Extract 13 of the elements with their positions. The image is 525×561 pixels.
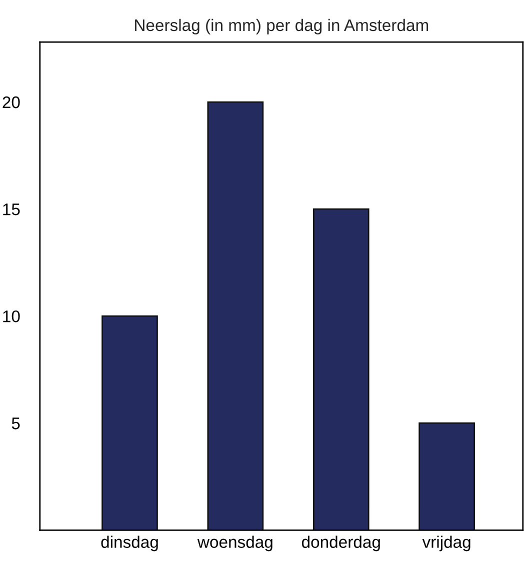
y-tick-label: 20 xyxy=(2,96,20,108)
bar xyxy=(102,315,158,530)
x-tick-label: vrijdag xyxy=(422,536,470,552)
bar xyxy=(312,208,370,530)
bar xyxy=(207,101,264,530)
chart-title: Neerslag (in mm) per dag in Amsterdam xyxy=(135,18,428,34)
x-tick-label: woensdag xyxy=(197,536,272,552)
x-tick-label: donderdag xyxy=(302,536,380,552)
bar xyxy=(418,422,475,530)
y-tick-label: 10 xyxy=(3,310,20,322)
x-tick-label: dinsdag xyxy=(101,536,158,552)
y-tick-label: 15 xyxy=(3,204,20,216)
y-tick-label: 5 xyxy=(12,418,20,430)
